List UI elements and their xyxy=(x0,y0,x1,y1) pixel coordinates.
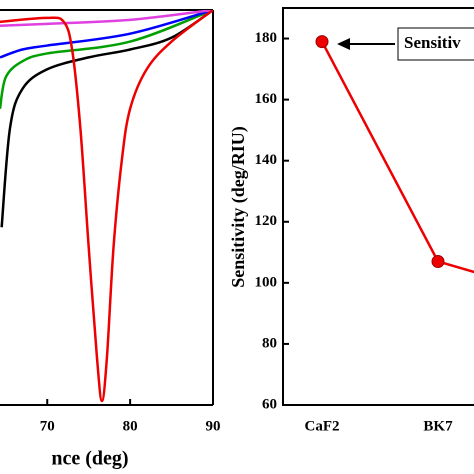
x-tick-label: 80 xyxy=(123,418,138,434)
left-panel: nce (deg) 70 80 90 xyxy=(0,9,221,470)
y-tick-label: 60 xyxy=(262,396,277,412)
y-axis-label: Sensitivity (deg/RIU) xyxy=(228,126,249,288)
annotation: Sensitiv xyxy=(404,33,461,52)
y-tick-label: 100 xyxy=(255,274,278,290)
annotation-box xyxy=(397,27,474,61)
y-tick-label: 80 xyxy=(262,335,277,351)
x-tick-label: 90 xyxy=(206,418,221,434)
x-tick-label: 70 xyxy=(40,418,55,434)
x-axis-label: nce (deg) xyxy=(51,448,128,470)
y-tick-label: 140 xyxy=(255,152,278,168)
curves xyxy=(0,10,213,403)
curve xyxy=(0,10,213,59)
curve xyxy=(0,10,213,109)
series xyxy=(315,35,474,274)
point xyxy=(431,254,445,268)
curve xyxy=(0,10,213,403)
arrow-head xyxy=(337,38,350,50)
plot-frame xyxy=(282,7,474,406)
y-tick-label: 180 xyxy=(255,30,278,46)
y-tick-label: 160 xyxy=(255,91,278,107)
curve xyxy=(0,10,213,28)
curve xyxy=(0,10,213,228)
y-tick-label: 120 xyxy=(255,213,278,229)
point xyxy=(315,35,329,49)
x-tick-label: CaF2 xyxy=(305,418,340,434)
x-tick-label: BK7 xyxy=(423,418,453,434)
right-panel: Sensitivity (deg/RIU) Sensitiv 60 80 100 12… xyxy=(228,7,474,434)
line xyxy=(320,41,474,274)
